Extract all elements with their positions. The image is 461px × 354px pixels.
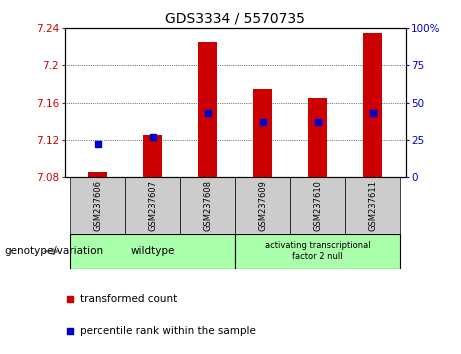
Bar bbox=[125, 177, 180, 234]
Bar bbox=[290, 177, 345, 234]
Text: GSM237610: GSM237610 bbox=[313, 180, 322, 231]
Point bbox=[149, 134, 156, 140]
Text: genotype/variation: genotype/variation bbox=[5, 246, 104, 256]
Bar bbox=[345, 177, 400, 234]
Title: GDS3334 / 5570735: GDS3334 / 5570735 bbox=[165, 12, 305, 26]
Text: activating transcriptional
factor 2 null: activating transcriptional factor 2 null bbox=[265, 241, 371, 261]
Text: percentile rank within the sample: percentile rank within the sample bbox=[80, 326, 256, 336]
Text: GSM237606: GSM237606 bbox=[93, 180, 102, 231]
Bar bbox=[180, 177, 235, 234]
Bar bbox=[235, 177, 290, 234]
Bar bbox=[253, 89, 272, 177]
Bar bbox=[308, 98, 327, 177]
Text: GSM237609: GSM237609 bbox=[258, 180, 267, 231]
Text: GSM237611: GSM237611 bbox=[368, 180, 377, 231]
Point bbox=[204, 110, 211, 116]
Bar bbox=[363, 33, 382, 177]
Text: transformed count: transformed count bbox=[80, 294, 177, 304]
Point bbox=[314, 119, 321, 125]
Bar bbox=[235, 234, 400, 269]
Point bbox=[259, 119, 266, 125]
Point bbox=[369, 110, 376, 116]
Text: GSM237607: GSM237607 bbox=[148, 180, 157, 231]
Bar bbox=[70, 234, 235, 269]
Bar bbox=[70, 177, 125, 234]
Bar bbox=[198, 42, 217, 177]
Text: GSM237608: GSM237608 bbox=[203, 180, 212, 231]
Bar bbox=[88, 172, 107, 177]
Bar bbox=[143, 135, 162, 177]
Point bbox=[94, 142, 101, 147]
Text: wildtype: wildtype bbox=[130, 246, 175, 256]
Point bbox=[278, 167, 285, 173]
